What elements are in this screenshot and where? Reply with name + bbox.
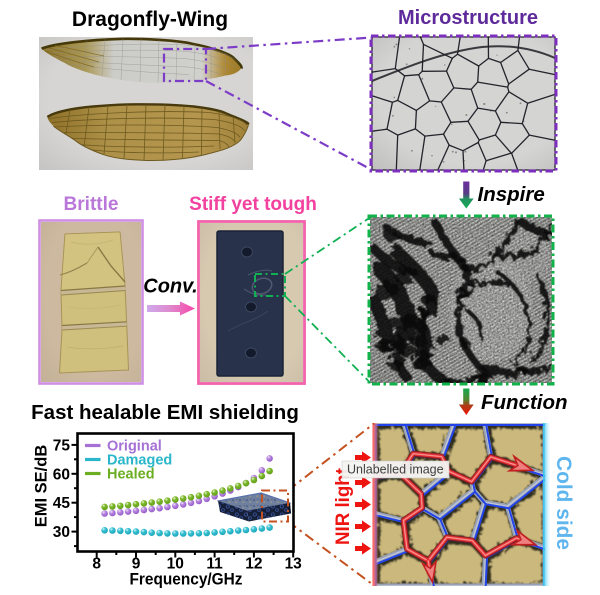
svg-text:45: 45 <box>53 495 71 512</box>
svg-text:Fast healable EMI shielding: Fast healable EMI shielding <box>31 401 299 424</box>
svg-text:Frequency/GHz: Frequency/GHz <box>130 571 243 589</box>
svg-text:EMI SE/dB: EMI SE/dB <box>33 445 51 528</box>
svg-text:Cold side: Cold side <box>552 456 575 550</box>
svg-text:Unlabelled image: Unlabelled image <box>347 463 444 477</box>
svg-text:Stiff yet tough: Stiff yet tough <box>189 194 317 215</box>
svg-text:75: 75 <box>53 437 71 454</box>
svg-text:Brittle: Brittle <box>64 194 119 215</box>
svg-text:11: 11 <box>206 556 223 573</box>
svg-text:9: 9 <box>132 556 141 573</box>
svg-text:NIR light: NIR light <box>333 467 354 545</box>
svg-text:30: 30 <box>53 524 70 541</box>
svg-text:Healed: Healed <box>107 467 155 483</box>
svg-text:13: 13 <box>285 556 303 573</box>
svg-text:Inspire: Inspire <box>478 183 545 206</box>
svg-text:10: 10 <box>167 556 184 573</box>
svg-text:12: 12 <box>245 556 262 573</box>
svg-text:Microstructure: Microstructure <box>398 7 538 29</box>
svg-text:8: 8 <box>92 556 101 573</box>
svg-text:Function: Function <box>481 391 568 414</box>
svg-text:Dragonfly-Wing: Dragonfly-Wing <box>72 8 228 31</box>
svg-text:Conv.: Conv. <box>143 276 197 298</box>
svg-text:Damaged: Damaged <box>107 453 172 469</box>
svg-text:Original: Original <box>107 439 162 455</box>
svg-text:60: 60 <box>53 466 70 483</box>
